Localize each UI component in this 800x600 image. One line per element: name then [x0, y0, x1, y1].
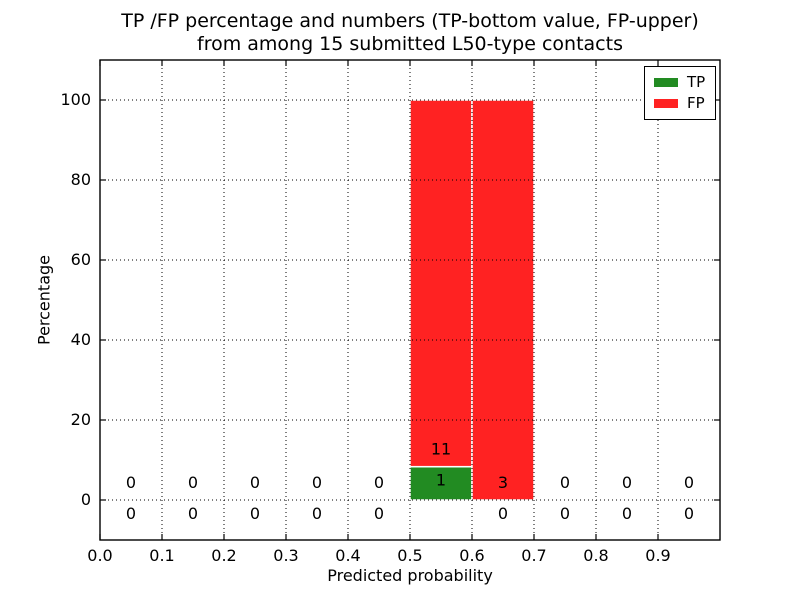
x-tick-label: 0.1 [149, 546, 174, 565]
y-axis-label: Percentage [34, 254, 54, 346]
x-tick-label: 0.7 [521, 546, 546, 565]
fp-color-swatch [654, 99, 678, 108]
y-tick-label: 0 [81, 490, 91, 509]
tp-color-swatch [654, 78, 678, 87]
legend: TP FP [644, 66, 716, 120]
x-tick-label: 0.8 [583, 546, 608, 565]
annotation-tp-count: 0 [188, 504, 198, 523]
x-axis-label: Predicted probability [327, 566, 493, 585]
annotation-fp-count: 0 [684, 473, 694, 492]
annotation-tp-count: 0 [374, 504, 384, 523]
bar-fp [409, 99, 473, 468]
chart-title: TP /FP percentage and numbers (TP-bottom… [100, 10, 720, 56]
legend-label-fp: FP [687, 94, 705, 112]
legend-entry-tp: TP [654, 72, 707, 93]
annotation-tp-count: 0 [126, 504, 136, 523]
legend-label-tp: TP [687, 73, 706, 91]
annotation-fp-count: 0 [560, 473, 570, 492]
x-tick-label: 0.5 [397, 546, 422, 565]
annotation-tp-count: 0 [684, 504, 694, 523]
chart-title-line2: from among 15 submitted L50-type contact… [197, 33, 623, 55]
y-tick-label: 100 [60, 90, 91, 109]
chart-title-line1: TP /FP percentage and numbers (TP-bottom… [121, 10, 699, 32]
annotation-tp-count: 0 [312, 504, 322, 523]
annotation-tp-count: 0 [250, 504, 260, 523]
annotation-tp-count: 0 [622, 504, 632, 523]
annotation-fp-count: 0 [312, 473, 322, 492]
legend-entry-fp: FP [654, 93, 707, 114]
y-tick-label: 40 [71, 330, 91, 349]
x-tick-label: 0.0 [87, 546, 112, 565]
x-tick-label: 0.3 [273, 546, 298, 565]
x-tick-label: 0.9 [645, 546, 670, 565]
annotation-tp-count: 0 [560, 504, 570, 523]
annotation-tp-count: 0 [498, 504, 508, 523]
x-tick-label: 0.6 [459, 546, 484, 565]
y-tick-label: 80 [71, 170, 91, 189]
annotation-fp-count: 0 [374, 473, 384, 492]
y-tick-label: 60 [71, 250, 91, 269]
annotation-fp-count: 0 [188, 473, 198, 492]
annotation-fp-count: 0 [126, 473, 136, 492]
annotation-fp-count: 3 [498, 473, 508, 492]
bar-fp [471, 99, 535, 501]
annotation-fp-count: 0 [622, 473, 632, 492]
annotation-fp-count: 11 [431, 440, 451, 459]
annotation-tp-count: 1 [436, 471, 446, 490]
y-tick-label: 20 [71, 410, 91, 429]
x-tick-label: 0.2 [211, 546, 236, 565]
annotation-fp-count: 0 [250, 473, 260, 492]
bar-tp [409, 465, 473, 501]
x-tick-label: 0.4 [335, 546, 360, 565]
